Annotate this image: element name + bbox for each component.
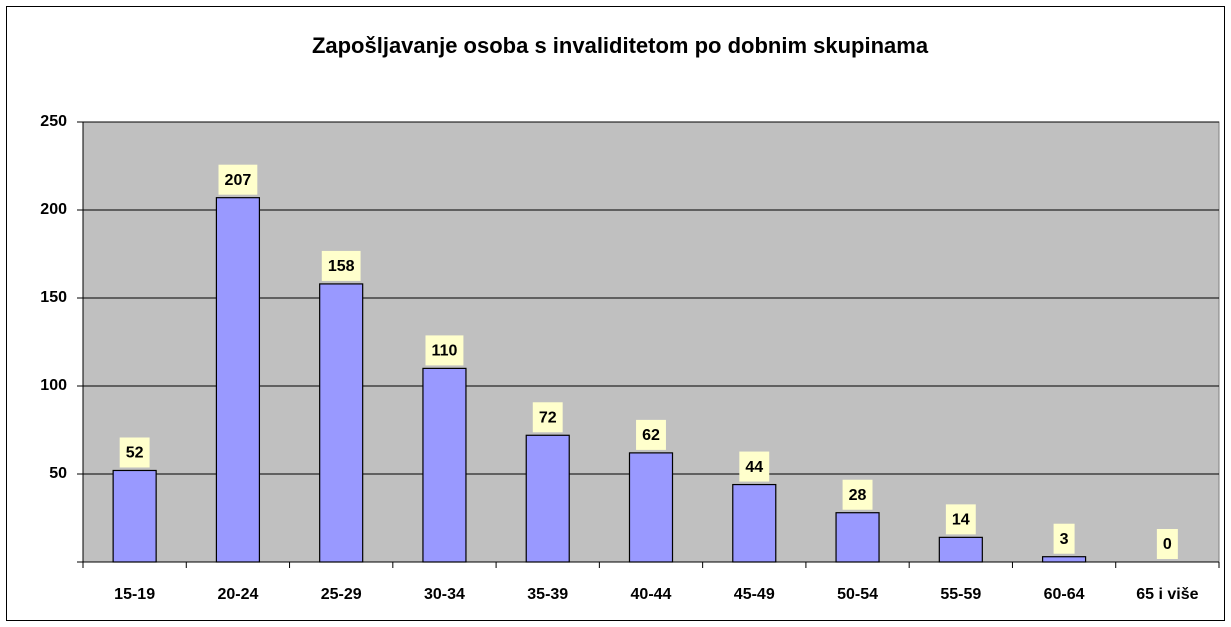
x-tick-label: 35-39 xyxy=(527,586,568,603)
x-tick-label: 60-64 xyxy=(1044,586,1085,603)
y-tick-label: 100 xyxy=(40,377,67,394)
bar xyxy=(835,512,880,563)
x-tick-label: 20-24 xyxy=(217,586,258,603)
data-label: 14 xyxy=(952,512,970,529)
bar xyxy=(319,283,364,563)
data-label: 72 xyxy=(539,409,557,426)
data-label-box xyxy=(842,479,873,510)
x-tick-label: 25-29 xyxy=(321,586,362,603)
data-label: 52 xyxy=(126,445,144,462)
data-label-box xyxy=(119,437,150,468)
y-tick-label: 150 xyxy=(40,289,67,306)
data-label-box xyxy=(218,164,258,195)
data-label: 207 xyxy=(225,172,252,189)
data-label-box xyxy=(425,335,464,366)
bar xyxy=(112,469,157,563)
bar xyxy=(215,197,261,563)
data-label: 3 xyxy=(1060,531,1069,548)
x-tick-label: 50-54 xyxy=(837,586,878,603)
data-label-box xyxy=(1053,523,1075,554)
data-label-box xyxy=(532,402,563,433)
bar xyxy=(525,434,570,563)
chart-title: Zapošljavanje osoba s invaliditetom po d… xyxy=(312,33,929,58)
data-label-box xyxy=(321,250,361,281)
data-label: 0 xyxy=(1163,536,1172,553)
data-label-box xyxy=(739,451,770,482)
data-label-box xyxy=(636,419,666,450)
data-label: 158 xyxy=(328,258,355,275)
bar xyxy=(1041,556,1087,563)
x-tick-label: 55-59 xyxy=(940,586,981,603)
data-label: 44 xyxy=(745,459,763,476)
x-tick-label: 45-49 xyxy=(734,586,775,603)
bar xyxy=(628,452,674,563)
x-tick-label: 40-44 xyxy=(631,586,672,603)
x-tick-label: 65 i više xyxy=(1136,586,1198,603)
bar xyxy=(422,367,467,563)
y-tick-label: 50 xyxy=(49,465,67,482)
x-tick-label: 30-34 xyxy=(424,586,465,603)
data-label-box xyxy=(1156,529,1178,559)
x-tick-label: 15-19 xyxy=(114,586,155,603)
data-label: 110 xyxy=(432,343,458,360)
y-tick-label: 200 xyxy=(40,201,67,218)
bar xyxy=(732,483,777,563)
bar xyxy=(938,536,983,563)
data-label: 62 xyxy=(642,427,660,444)
data-label-box xyxy=(945,504,976,535)
y-tick-label: 250 xyxy=(40,113,67,130)
data-label: 28 xyxy=(849,487,867,504)
